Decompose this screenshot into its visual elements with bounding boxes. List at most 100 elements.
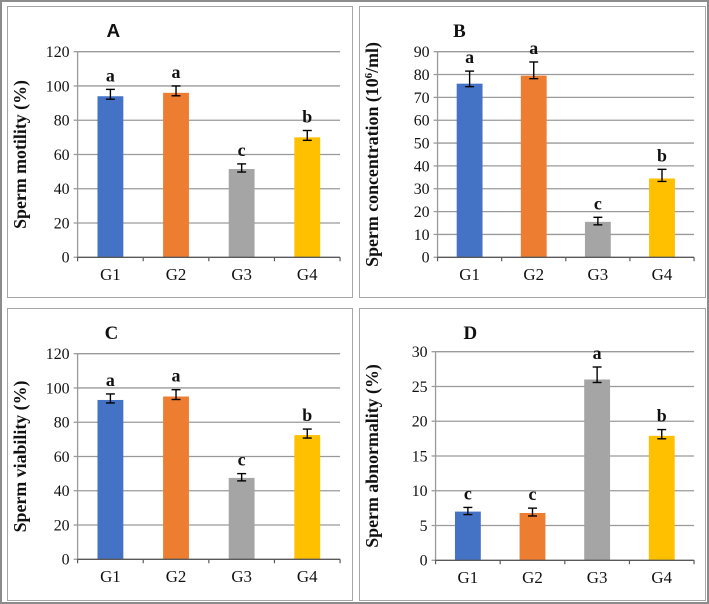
y-axis-title: Sperm concentration (106/ml) <box>362 42 383 267</box>
sig-letter-G2: c <box>529 484 537 504</box>
bar-G3 <box>228 477 255 560</box>
y-tick-label: 120 <box>46 44 70 61</box>
x-axis: G1 G2 G3 G4 <box>434 559 695 587</box>
y-tick-label: 5 <box>420 518 428 535</box>
x-tick-label-G4: G4 <box>651 568 672 587</box>
error-bar-G3 <box>237 163 247 173</box>
sig-letter-G4: b <box>657 145 667 165</box>
x-axis: G1 G2 G3 G4 <box>76 256 341 284</box>
x-tick-label-G2: G2 <box>522 568 543 587</box>
panel-letter: B <box>453 21 466 42</box>
x-tick-label-G3: G3 <box>587 568 608 587</box>
error-bar-G3 <box>593 216 603 226</box>
y-tick-label: 20 <box>54 517 70 534</box>
bar-G4 <box>648 435 675 561</box>
y-tick-label: 10 <box>414 227 430 244</box>
error-bar-G4 <box>657 428 667 440</box>
sig-letter-G1: c <box>464 483 472 503</box>
error-bar-G3 <box>592 366 602 384</box>
bar-G1 <box>97 96 124 258</box>
bar-G4 <box>294 435 321 560</box>
bar-G4 <box>649 178 675 258</box>
bar-chart-svg-A: 0 20 40 60 80 100 120 a a c b G1 G2 G3 G4 Sperm motilit… <box>10 21 341 284</box>
chart-panel-a-sperm-motility: 0 20 40 60 80 100 120 a a c b G1 G2 G3 G4 Sperm motilit… <box>7 6 353 298</box>
bar-G2 <box>519 512 546 561</box>
error-bar-G2 <box>529 61 539 80</box>
error-bar-G1 <box>105 393 115 404</box>
x-axis: G1 G2 G3 G4 <box>76 558 341 586</box>
y-tick-label: 10 <box>412 483 428 500</box>
x-axis: G1 G2 G3 G4 <box>436 256 695 284</box>
sig-letter-G3: a <box>593 343 602 363</box>
y-tick-label: 100 <box>46 380 70 397</box>
y-tick-label: 40 <box>54 181 70 198</box>
y-tick-label: 30 <box>412 344 428 361</box>
y-tick-label: 20 <box>54 215 70 232</box>
y-tick-label: 40 <box>54 483 70 500</box>
y-tick-label: 25 <box>412 379 428 396</box>
error-bar-G4 <box>657 168 667 183</box>
sig-letter-G4: b <box>657 406 667 426</box>
panel-letter: A <box>107 21 121 42</box>
x-tick-label-G4: G4 <box>652 265 673 284</box>
error-bar-G2 <box>528 507 537 517</box>
error-bar-G4 <box>302 428 312 439</box>
x-tick-label-G4: G4 <box>297 567 318 586</box>
y-axis-title: Sperm abnormality (%) <box>362 364 383 548</box>
bar-G3 <box>228 169 255 258</box>
bar-G2 <box>520 75 547 258</box>
y-tick-label: 100 <box>46 78 70 95</box>
y-tick-label: 50 <box>414 136 430 153</box>
sig-letter-G2: a <box>172 62 181 82</box>
error-bar-G1 <box>463 506 473 516</box>
bar-G2 <box>163 92 189 258</box>
bar-G4 <box>294 137 321 258</box>
bar-G1 <box>97 399 124 560</box>
y-axis: 0 20 40 60 80 100 120 <box>46 44 79 267</box>
x-tick-label-G3: G3 <box>231 265 252 284</box>
x-tick-label-G3: G3 <box>588 265 609 284</box>
error-bar-G2 <box>171 85 181 97</box>
y-tick-label: 60 <box>54 449 70 466</box>
y-tick-label: 20 <box>412 414 428 431</box>
y-tick-label: 15 <box>412 448 428 465</box>
x-tick-label-G1: G1 <box>458 568 479 587</box>
y-tick-label: 0 <box>422 250 430 267</box>
x-tick-label-G3: G3 <box>231 567 252 586</box>
y-tick-label: 70 <box>414 90 430 107</box>
bar-G3 <box>584 221 611 258</box>
y-tick-label: 80 <box>54 113 70 130</box>
sig-letter-G2: a <box>172 366 181 386</box>
y-tick-label: 0 <box>62 250 70 267</box>
x-tick-label-G2: G2 <box>166 567 187 586</box>
sig-letter-G4: b <box>302 405 312 425</box>
x-tick-label-G4: G4 <box>297 265 318 284</box>
bar-G2 <box>163 396 189 560</box>
bar-G1 <box>456 83 483 258</box>
y-tick-label: 90 <box>414 44 430 61</box>
x-tick-label-G2: G2 <box>523 265 544 284</box>
y-tick-label: 0 <box>420 553 428 570</box>
error-bar-G2 <box>171 388 181 401</box>
y-axis: 0 20 40 60 80 100 120 <box>46 346 79 569</box>
chart-panel-c-sperm-viability: 0 20 40 60 80 100 120 a a c b G1 G2 G3 G4 Sperm viabili… <box>7 308 353 601</box>
error-bar-G1 <box>105 88 115 100</box>
chart-panel-d-sperm-abnormality: 0 5 10 15 20 25 30 c c a b G1 G2 G3 G4 Sperm abnormalit… <box>359 308 706 601</box>
error-bar-G4 <box>302 129 312 142</box>
y-axis: 0 5 10 15 20 25 30 <box>412 344 437 570</box>
sig-letter-G3: c <box>238 450 246 470</box>
sig-letter-G1: a <box>106 65 115 85</box>
sig-letter-G1: a <box>465 47 474 67</box>
x-tick-label-G1: G1 <box>100 567 121 586</box>
y-tick-label: 120 <box>46 346 70 363</box>
panel-letter: D <box>464 323 478 344</box>
sig-letter-G3: c <box>238 140 246 160</box>
y-tick-label: 30 <box>414 181 430 198</box>
bar-G1 <box>454 511 481 561</box>
y-tick-label: 40 <box>414 158 430 175</box>
chart-panel-b-sperm-concentration: 0 10 20 30 40 50 60 70 80 90 a a c b G1 G2 G3 G4 Sperm con… <box>359 6 706 298</box>
y-tick-label: 60 <box>54 147 70 164</box>
y-axis-title: Sperm motility (%) <box>10 80 31 229</box>
y-tick-label: 60 <box>414 113 430 130</box>
